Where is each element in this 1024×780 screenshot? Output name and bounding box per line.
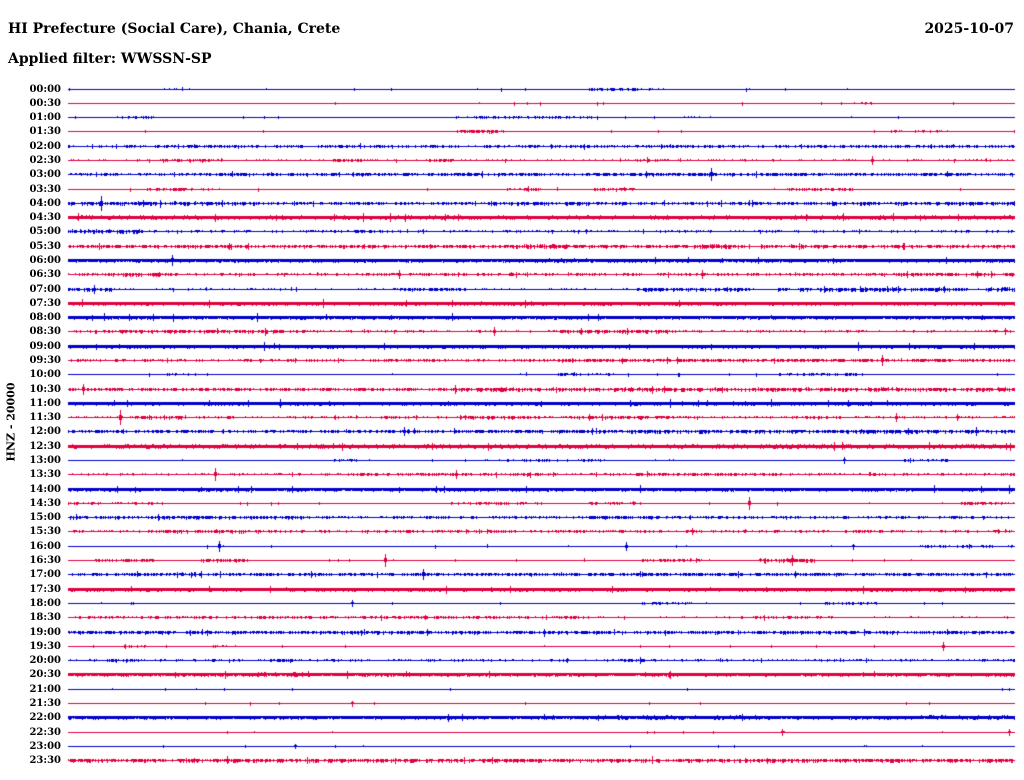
helicorder-page: HI Prefecture (Social Care), Chania, Cre… xyxy=(0,0,1024,780)
seismogram-traces-canvas xyxy=(0,0,1024,780)
